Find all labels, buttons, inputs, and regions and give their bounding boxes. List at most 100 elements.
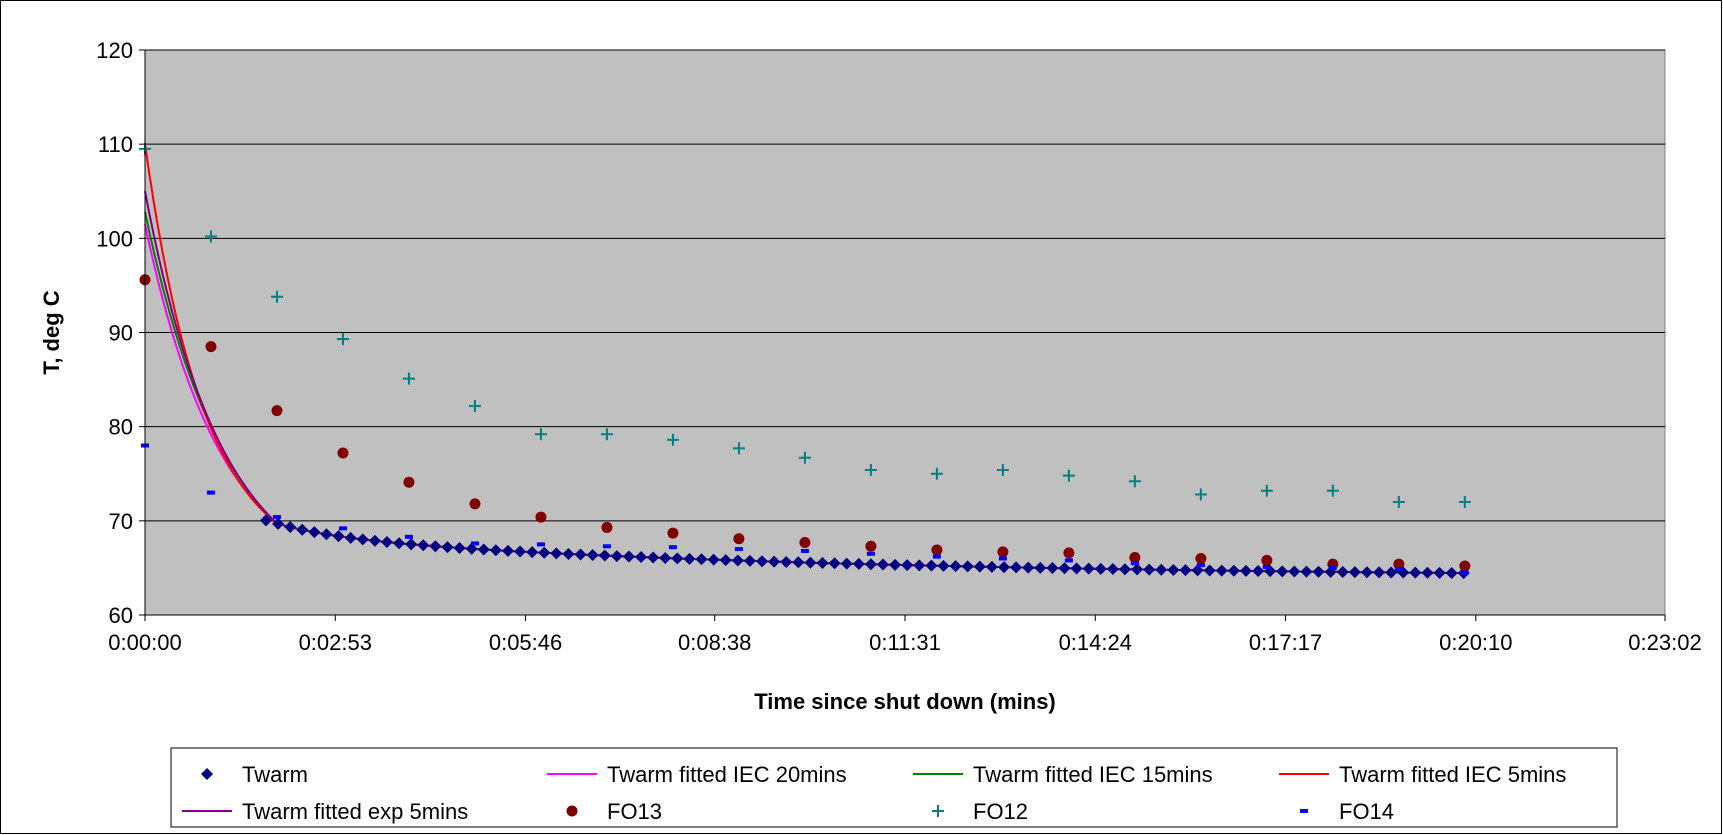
legend-label: Twarm (242, 762, 308, 787)
twarm-point (1300, 565, 1313, 578)
fo12-point (666, 433, 679, 446)
x-tick-label: 0:20:10 (1439, 630, 1512, 655)
y-tick-label: 120 (96, 38, 133, 63)
fo14-point (998, 556, 1007, 561)
twarm-point (574, 548, 587, 561)
fo14-point (272, 515, 281, 520)
twarm-point (1373, 566, 1386, 579)
x-tick-label: 0:11:31 (869, 630, 941, 655)
fo12-point (336, 333, 349, 346)
fo12-point (1392, 496, 1405, 508)
fo13-point (1195, 553, 1207, 564)
twarm-point (828, 557, 841, 570)
twarm-point (695, 553, 708, 566)
fo12-point (1062, 469, 1075, 482)
fo13-point (799, 536, 811, 548)
twarm-point (707, 553, 720, 566)
twarm-point (1276, 565, 1289, 578)
twarm-point (622, 550, 635, 563)
y-axis-title: T, deg C (39, 290, 64, 374)
fo12-point (468, 399, 481, 412)
legend-label: FO13 (607, 799, 662, 824)
fo12-point (864, 463, 877, 476)
fo13-point (1063, 547, 1075, 559)
y-tick-label: 110 (98, 132, 133, 157)
x-tick-label: 0:14:24 (1059, 630, 1132, 655)
legend-label: FO12 (973, 799, 1028, 824)
series-layer (139, 142, 1471, 580)
twarm-point (647, 551, 660, 564)
twarm-point (731, 554, 744, 567)
twarm-point (296, 523, 309, 536)
twarm-point (1227, 564, 1240, 577)
twarm-point (1070, 562, 1083, 575)
twarm-point (804, 556, 817, 569)
twarm-point (792, 556, 805, 569)
x-tick-label: 0:00:00 (108, 630, 181, 655)
twarm-point (780, 555, 793, 568)
fo14-point (470, 541, 479, 546)
twarm-point (610, 550, 623, 563)
twarm-point (1155, 563, 1168, 576)
fo14-point (1196, 563, 1205, 568)
legend-item-twarm-fitted-exp-5mins: Twarm fitted exp 5mins (182, 799, 468, 824)
twarm-point (913, 559, 926, 572)
twarm-point (308, 526, 321, 539)
fo14-point (206, 490, 215, 495)
legend-item-twarm-fitted-iec-20mins: Twarm fitted IEC 20mins (547, 762, 847, 787)
twarm-point (1058, 562, 1071, 575)
fo13-point (205, 341, 217, 353)
twarm-point (816, 556, 829, 569)
twarm-point (840, 557, 853, 570)
axes: 60 70 80 90 100 110 120 0:00:00 0:02:53 0:05:46 0:… (96, 38, 1701, 655)
twarm-point (743, 554, 756, 567)
twarm-point (901, 559, 914, 572)
twarm-point (937, 559, 950, 572)
fo12-point (1128, 475, 1141, 488)
legend-label: Twarm fitted IEC 5mins (1339, 762, 1566, 787)
fo14-point (1460, 570, 1469, 575)
twarm-point (489, 544, 502, 557)
fo14-point (1328, 565, 1337, 570)
fo14-point (800, 548, 809, 553)
twarm-point (1203, 564, 1216, 577)
twarm-point (1191, 564, 1204, 577)
legend (170, 747, 1618, 828)
fo12-point (1194, 488, 1207, 501)
twarm-point (877, 558, 890, 571)
legend-swatch (932, 805, 944, 817)
twarm-point (925, 559, 938, 572)
fo13-point (403, 476, 415, 488)
twarm-point (768, 555, 781, 568)
twarm-point (562, 547, 575, 560)
twarm-point (344, 531, 357, 544)
fo12-point (1458, 496, 1471, 508)
twarm-point (973, 560, 986, 573)
twarm-point (393, 537, 406, 550)
twarm-point (405, 538, 418, 551)
twarm-point (1348, 566, 1361, 579)
fo12-point (270, 290, 283, 303)
fo13-point (1393, 558, 1405, 570)
twarm-point (453, 541, 466, 554)
twarm-point (417, 539, 430, 552)
twarm-point (1421, 566, 1434, 579)
y-tick-label: 70 (109, 509, 133, 534)
y-tick-label: 80 (109, 415, 133, 440)
twarm-point (550, 547, 563, 560)
twarm-point (1082, 562, 1095, 575)
y-tick-label: 90 (109, 321, 133, 346)
fo13-point (865, 540, 877, 552)
twarm-point (1010, 561, 1023, 574)
legend-item-twarm-fitted-iec-15mins: Twarm fitted IEC 15mins (913, 762, 1213, 787)
twarm-point (368, 534, 381, 547)
twarm-point (1360, 566, 1373, 579)
fo14-point (602, 544, 611, 549)
fo12-point (732, 442, 745, 455)
twarm-point (526, 546, 539, 559)
twarm-point (1409, 566, 1422, 579)
fo12-point (1326, 484, 1339, 497)
x-axis-title: Time since shut down (mins) (754, 689, 1056, 714)
twarm-point (635, 551, 648, 564)
